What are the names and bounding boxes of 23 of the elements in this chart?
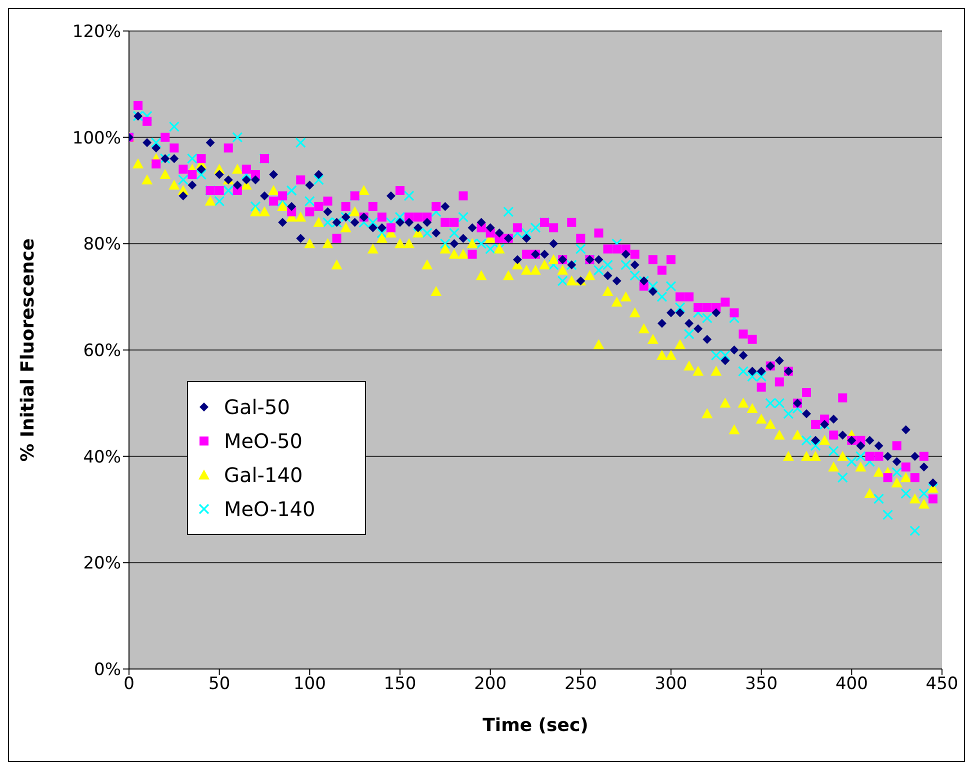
legend-label: MeO-50 [224,429,303,453]
x-tick-label: 400 [835,674,868,694]
legend-label: Gal-140 [224,463,303,487]
x-tick-label: 200 [474,674,507,694]
x-tick-label: 300 [654,674,688,694]
legend-label: Gal-50 [224,395,290,419]
y-tick-label: 20% [83,554,121,574]
x-axis-title: Time (sec) [482,715,588,736]
y-tick-label: 40% [83,447,121,468]
y-tick-label: 120% [72,22,121,42]
x-tick-label: 250 [564,674,597,694]
y-axis-title: % Initial Fluorescence [17,238,38,462]
x-tick-label: 100 [293,674,326,694]
y-tick-label: 60% [83,341,121,362]
legend-label: MeO-140 [224,497,316,521]
y-tick-label: 80% [83,234,121,255]
x-tick-label: 450 [926,674,958,694]
x-tick-label: 0 [124,674,134,694]
y-tick-label: 0% [94,660,121,680]
y-tick-label: 100% [72,128,121,148]
x-tick-label: 350 [745,674,778,694]
x-tick-label: 150 [384,674,416,694]
x-tick-label: 50 [208,674,230,694]
